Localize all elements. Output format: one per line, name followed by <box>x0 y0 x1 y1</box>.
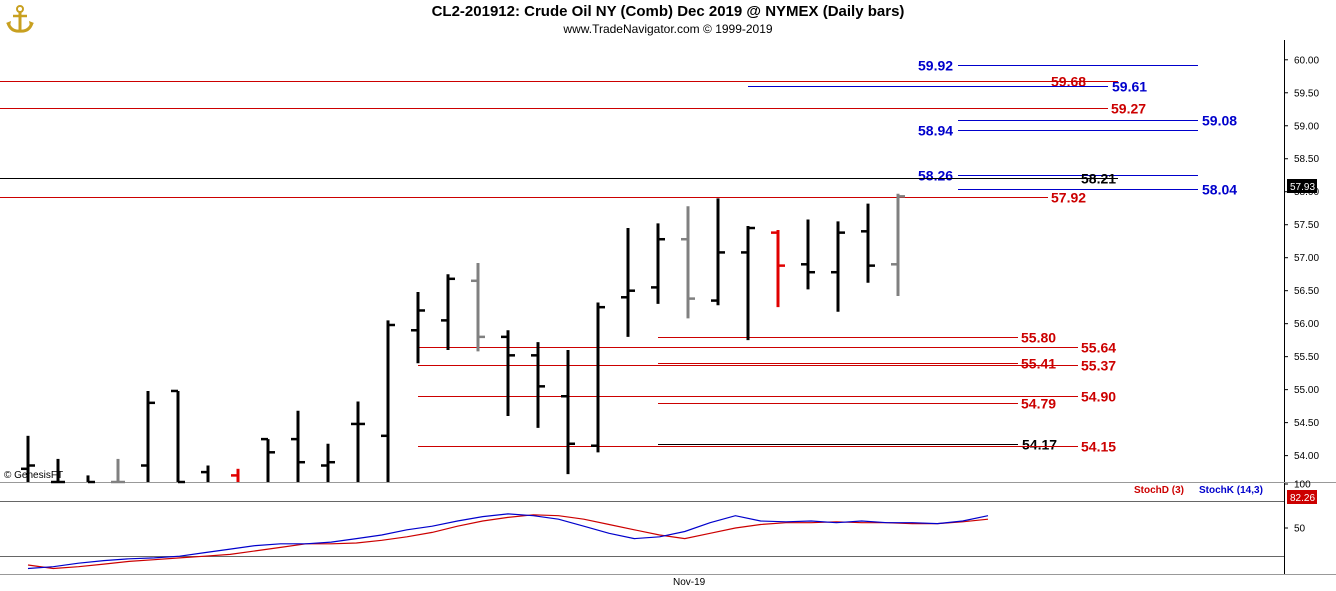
level-label: 59.27 <box>1111 101 1146 117</box>
y-axis-tick-label: 54.50 <box>1294 418 1319 429</box>
level-label: 55.37 <box>1081 358 1116 374</box>
ohlc-bar <box>261 437 275 482</box>
level-label: 54.79 <box>1021 396 1056 412</box>
level-label: 55.64 <box>1081 340 1116 356</box>
anchor-logo-icon <box>6 5 34 33</box>
y-axis-tick-label: 55.00 <box>1294 385 1319 396</box>
ohlc-bar <box>51 458 65 484</box>
ohlc-bar <box>891 193 905 296</box>
ohlc-bar <box>801 219 815 290</box>
level-label: 55.41 <box>1021 356 1056 372</box>
ohlc-bar <box>231 468 240 482</box>
stoch-axis-tick-label: 100 <box>1294 480 1311 491</box>
level-label: 59.92 <box>918 58 953 74</box>
level-label: 57.92 <box>1051 190 1086 206</box>
ohlc-bar <box>711 198 725 306</box>
y-axis-tick-label: 56.50 <box>1294 286 1319 297</box>
ohlc-bar <box>21 435 35 482</box>
chart-header: CL2-201912: Crude Oil NY (Comb) Dec 2019… <box>0 0 1336 38</box>
level-label: 59.61 <box>1112 79 1147 95</box>
y-axis-tick-label: 54.00 <box>1294 451 1319 462</box>
last-price-label: 57.93 <box>1290 182 1315 193</box>
chart-title: CL2-201912: Crude Oil NY (Comb) Dec 2019… <box>431 3 905 20</box>
y-axis-tick-label: 56.00 <box>1294 319 1319 330</box>
level-label: 54.17 <box>1022 437 1057 453</box>
y-axis-tick-label: 60.00 <box>1294 55 1319 66</box>
ohlc-bar <box>86 475 95 484</box>
y-axis-tick-label: 57.00 <box>1294 253 1319 264</box>
ohlc-bar <box>381 320 395 482</box>
stochk-legend: StochK (14,3) <box>1199 485 1263 496</box>
stoch-axis-tick-label: 50 <box>1294 524 1306 535</box>
level-label: 58.94 <box>918 123 953 139</box>
level-label: 54.15 <box>1081 439 1116 455</box>
stochd-legend: StochD (3) <box>1134 485 1184 496</box>
watermark: © GenesisFT <box>4 470 63 481</box>
stoch-last-label: 82.26 <box>1290 493 1315 504</box>
ohlc-bar <box>411 292 425 364</box>
level-label: 58.04 <box>1202 182 1237 198</box>
ohlc-bar <box>291 410 305 482</box>
y-axis-tick-label: 58.50 <box>1294 154 1319 165</box>
level-label: 58.21 <box>1081 171 1116 187</box>
x-axis-tick-label: Nov-19 <box>673 577 706 588</box>
level-label: 59.08 <box>1202 113 1237 129</box>
y-axis-tick-label: 59.00 <box>1294 121 1319 132</box>
y-axis-tick-label: 57.50 <box>1294 220 1319 231</box>
ohlc-bar <box>321 443 335 482</box>
ohlc-bar <box>681 206 695 319</box>
ohlc-bar <box>141 390 155 482</box>
ohlc-bar <box>471 262 485 352</box>
ohlc-bar <box>351 401 365 482</box>
ohlc-bar <box>651 223 665 304</box>
y-axis-tick-label: 55.50 <box>1294 352 1319 363</box>
ohlc-bar <box>771 229 785 308</box>
level-label: 54.90 <box>1081 389 1116 405</box>
y-axis-tick-label: 59.50 <box>1294 88 1319 99</box>
ohlc-bar <box>111 458 125 484</box>
ohlc-bar <box>621 228 635 337</box>
ohlc-bar <box>501 330 515 417</box>
stoch-last-badge <box>1287 490 1317 504</box>
ohlc-bar <box>531 342 545 428</box>
ohlc-bar <box>201 465 210 482</box>
level-label: 59.68 <box>1051 74 1086 90</box>
stoch-line-d <box>27 514 989 570</box>
ohlc-bar <box>591 302 605 453</box>
stoch-line-k <box>27 513 989 570</box>
ohlc-bar <box>831 221 845 312</box>
last-price-badge <box>1287 179 1317 193</box>
chart-subtitle: www.TradeNavigator.com © 1999-2019 <box>563 22 773 36</box>
ohlc-bar <box>441 274 455 351</box>
ohlc-bar <box>741 226 755 341</box>
ohlc-bar <box>171 389 185 484</box>
ohlc-bar <box>861 203 875 283</box>
ohlc-bar <box>561 350 575 475</box>
level-label: 55.80 <box>1021 330 1056 346</box>
level-label: 58.26 <box>918 168 953 184</box>
